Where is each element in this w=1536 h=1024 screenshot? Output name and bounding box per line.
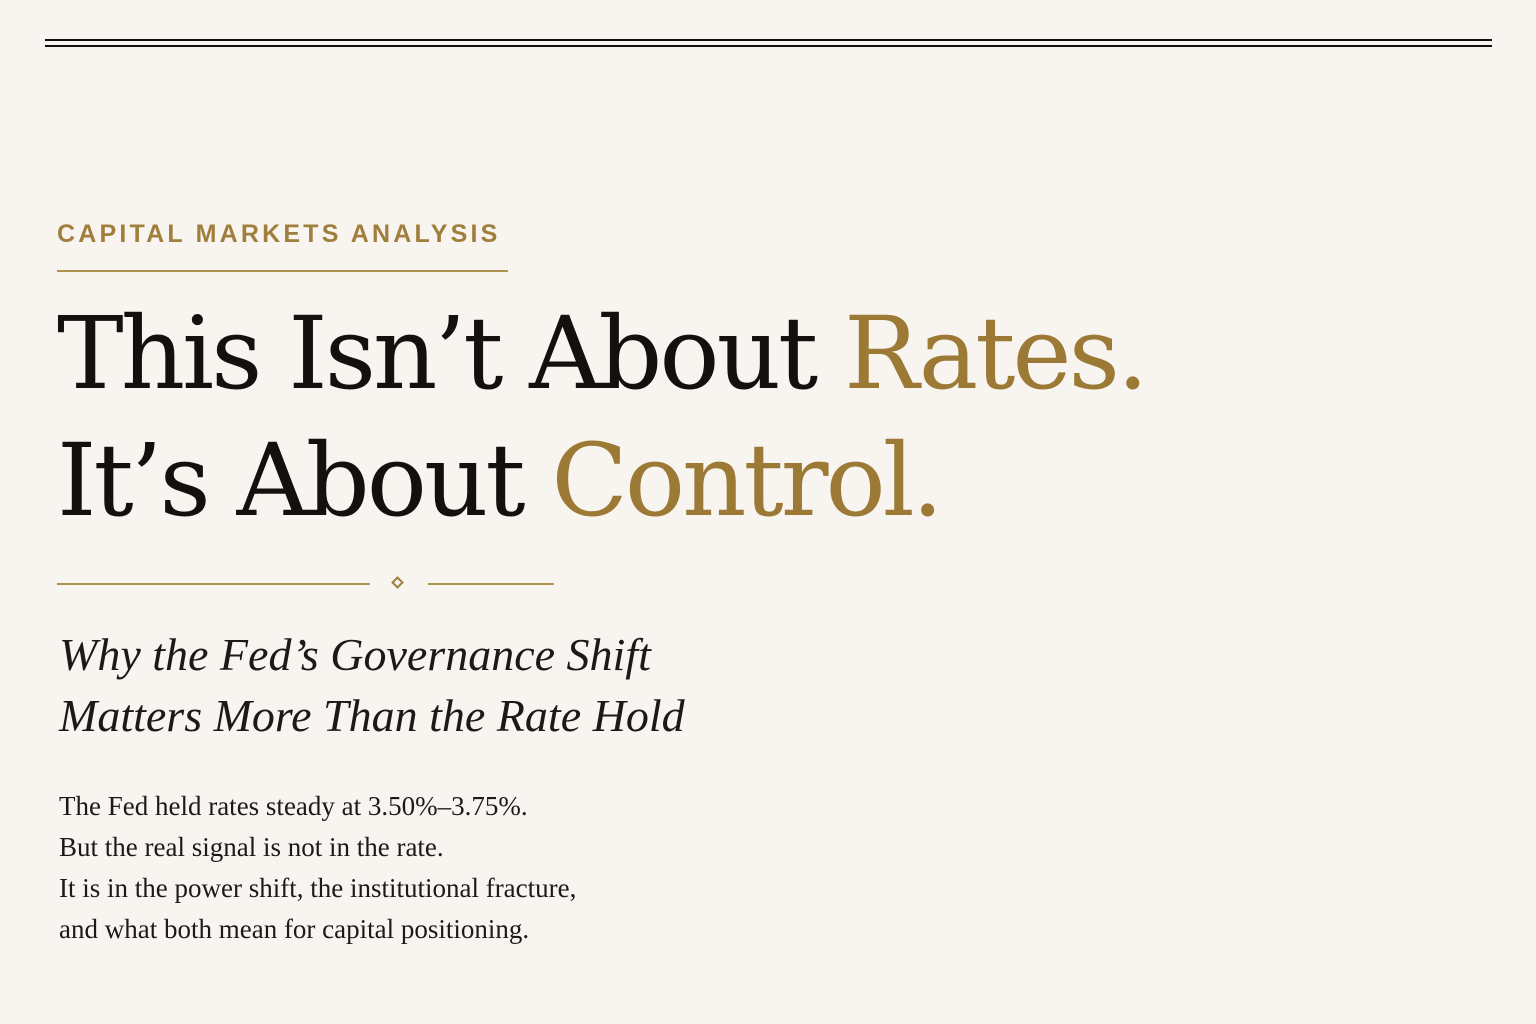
diamond-ornament-icon [391, 576, 404, 589]
headline-accent-control: Control. [551, 422, 943, 539]
paragraph-line: But the real signal is not in the rate. [59, 832, 444, 862]
kicker-underline [57, 270, 508, 272]
top-double-rule-lower [45, 45, 1492, 47]
paragraph-line: and what both mean for capital positioni… [59, 914, 530, 944]
section-kicker: CAPITAL MARKETS ANALYSIS [57, 220, 501, 248]
subtitle-line: Matters More Than the Rate Hold [59, 690, 685, 741]
intro-paragraph: The Fed held rates steady at 3.50%–3.75%… [59, 786, 576, 950]
paragraph-line: It is in the power shift, the institutio… [59, 873, 577, 903]
paragraph-line: The Fed held rates steady at 3.50%–3.75%… [59, 791, 528, 821]
subtitle-line: Why the Fed’s Governance Shift [59, 629, 651, 680]
headline-line-2-text: It’s About [57, 422, 552, 539]
subtitle: Why the Fed’s Governance Shift Matters M… [59, 624, 685, 746]
divider-line-left [57, 583, 370, 585]
headline: This Isn’t About Rates. It’s About Contr… [57, 290, 1149, 544]
headline-accent-rates: Rates. [844, 295, 1149, 412]
ornamental-divider [57, 573, 554, 595]
headline-line-2: It’s About Control. [57, 417, 1146, 544]
headline-line-1: This Isn’t About Rates. [57, 290, 1149, 417]
headline-line-1-text: This Isn’t About [57, 295, 844, 412]
top-double-rule-upper [45, 39, 1492, 41]
divider-line-right [428, 583, 554, 585]
